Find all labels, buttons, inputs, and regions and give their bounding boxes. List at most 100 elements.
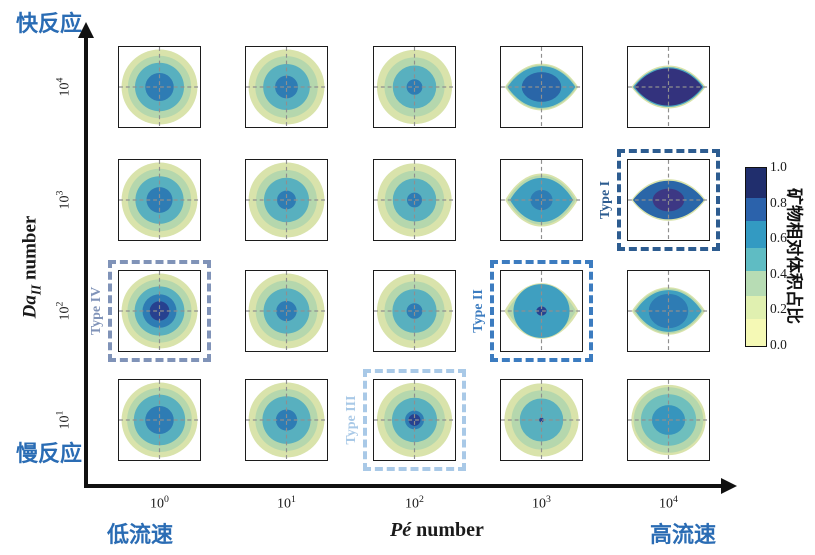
colorbar-title: 矿物相对体积占比 [784,188,804,324]
colorbar-tick-0.0: 0.0 [770,337,787,352]
contour-ring [145,72,174,102]
contour-ring [652,188,685,212]
colorbar-band-1 [746,296,766,320]
contour-ring [277,190,296,210]
contour-cell-pe1e4-da1e3 [627,159,710,241]
contour-ring [536,306,547,316]
contour-plot [374,160,455,240]
contour-plot [246,380,327,460]
contour-plot [501,160,582,240]
x-axis-arrowhead [721,478,737,494]
contour-cell-pe1e3-da1e3 [500,159,583,241]
type-ii-highlight-box [490,260,593,362]
contour-ring [275,75,298,99]
y-axis-title-suffix: number [19,215,41,281]
type-iv-label: Type IV [89,286,104,336]
y-axis-line [84,34,88,487]
contour-cell-pe1e4-da1e1 [627,379,710,461]
contour-cell-pe1e4-da1e2 [627,270,710,352]
type-ii-label: Type II [471,289,486,333]
contour-ring [406,303,423,319]
contour-plot [628,380,709,460]
colorbar-band-4 [746,221,766,249]
contour-cell-pe1e3-da1e1 [500,379,583,461]
x-tick-1e0: 100 [150,494,169,512]
colorbar-band-3 [746,248,766,272]
type-i-highlight-box [617,149,720,251]
contour-plot [246,160,327,240]
contour-ring [634,68,703,106]
contour-ring [145,405,174,435]
contour-ring [530,189,553,211]
contour-ring [651,405,686,435]
slow-reaction-label: 慢反应 [16,441,83,466]
y-tick-1e3: 103 [54,190,73,210]
x-axis-title-suffix: number [416,519,484,541]
colorbar-tick-0.2: 0.2 [770,301,787,317]
y-axis-title-subscript: II [28,284,44,296]
fast-reaction-label: 快反应 [16,11,83,36]
contour-plot [119,47,200,127]
x-tick-1e2: 102 [405,494,424,512]
contour-ring [408,414,421,426]
contour-plot [119,160,200,240]
x-axis-title-main: Pé [390,519,412,541]
colorbar-band-2 [746,271,766,297]
contour-plot [628,160,709,240]
contour-ring [521,72,562,102]
contour-plot [501,380,582,460]
contour-cell-pe1e3-da1e4 [500,46,583,128]
y-tick-1e1: 101 [54,410,73,430]
contour-cell-pe1e0-da1e4 [118,46,201,128]
colorbar-tick-1.0: 1.0 [770,159,787,174]
colorbar-tick-0.6: 0.6 [770,230,787,246]
contour-plot [119,271,200,351]
contour-ring [406,79,423,95]
contour-ring [149,301,170,321]
contour-cell-pe1e1-da1e4 [245,46,328,128]
contour-plot [374,47,455,127]
x-axis-title: Pé number [390,519,484,542]
y-tick-1e2: 102 [54,301,73,321]
high-flow-label: 高流速 [649,522,717,547]
contour-plot [374,380,455,460]
contour-cell-pe1e2-da1e2 [373,270,456,352]
contour-ring [406,192,423,208]
colorbar-tick-0.4: 0.4 [770,265,787,281]
contour-cell-pe1e1-da1e2 [245,270,328,352]
contour-cell-pe1e3-da1e2 [500,270,583,352]
y-axis-arrowhead [78,22,94,38]
contour-plot [246,47,327,127]
low-flow-label: 低流速 [106,522,174,547]
x-tick-1e3: 103 [532,494,551,512]
contour-ring [648,293,689,329]
contour-ring [276,300,297,322]
type-i-label: Type I [598,180,613,220]
contour-ring [275,409,298,431]
contour-plot [501,271,582,351]
contour-plot [246,271,327,351]
contour-cell-pe1e0-da1e3 [118,159,201,241]
contour-plot [501,47,582,127]
contour-cell-pe1e0-da1e2 [118,270,201,352]
y-tick-1e4: 104 [54,77,73,97]
y-axis-title: DaII number [20,216,45,319]
contour-cell-pe1e1-da1e3 [245,159,328,241]
contour-cell-pe1e2-da1e3 [373,159,456,241]
colorbar-band-0 [746,319,766,346]
contour-cell-pe1e4-da1e4 [627,46,710,128]
colorbar-band-5 [746,198,766,222]
contour-plot [119,380,200,460]
contour-plot [374,271,455,351]
contour-plot [628,271,709,351]
x-axis-line [84,484,722,488]
contour-cell-pe1e0-da1e1 [118,379,201,461]
type-iii-label: Type III [344,395,359,445]
contour-ring [539,417,544,423]
type-iv-highlight-box [108,260,211,362]
contour-cell-pe1e1-da1e1 [245,379,328,461]
colorbar [745,167,767,347]
contour-plot [628,47,709,127]
contour-ring [146,187,173,213]
